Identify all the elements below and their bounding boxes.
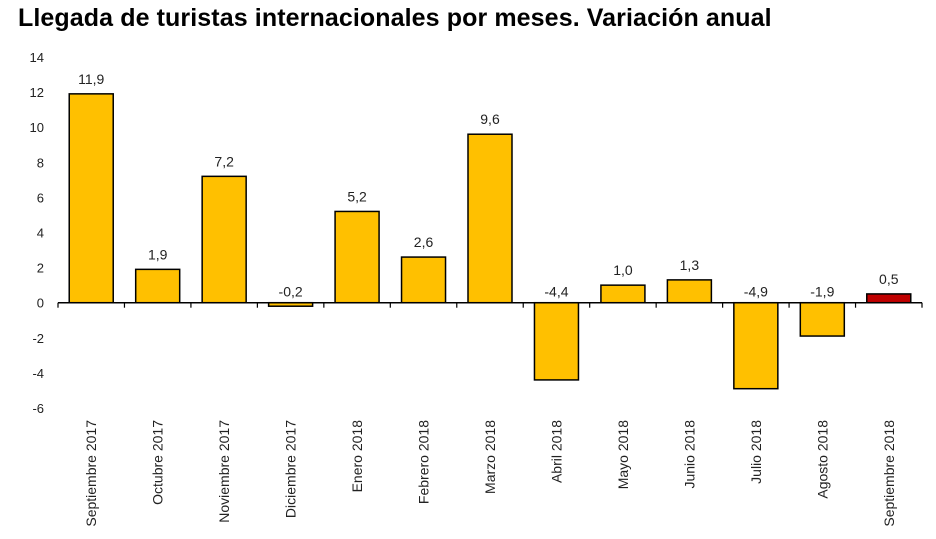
bar [201,175,247,304]
y-tick-label: 8 [37,155,44,170]
bar [400,256,447,304]
x-axis [57,301,923,308]
y-tick-label: 0 [37,296,44,311]
data-label: 7,2 [214,153,234,169]
bar [866,293,912,304]
category-label: Febrero 2018 [416,420,432,504]
bar [467,133,513,304]
data-label: -1,9 [810,284,834,300]
bar [334,210,380,304]
bar [666,279,713,304]
data-label: 5,2 [347,188,367,204]
y-tick-label: 10 [30,120,44,135]
category-label: Septiembre 2017 [83,420,99,527]
category-label: Julio 2018 [748,420,764,484]
bar [134,268,181,304]
category-labels: Septiembre 2017 Octubre 2017 Noviembre 201… [83,420,897,527]
y-tick-label: 2 [37,261,44,276]
category-label: Diciembre 2017 [283,420,299,518]
data-labels: 11,9 1,9 7,2 -0,2 5,2 2,6 9,6 -4,4 1,0 1,3 -4,9 -1,… [78,71,899,300]
data-label: 1,0 [613,262,633,278]
category-label: Septiembre 2018 [881,420,897,527]
bars [68,93,912,390]
y-tick-label: -4 [32,366,44,381]
data-label: -4,4 [544,284,568,300]
bar [799,301,846,337]
category-label: Agosto 2018 [814,420,830,499]
bar [533,301,580,381]
data-label: 0,5 [879,271,899,287]
data-label: 2,6 [414,234,434,250]
y-tick-label: 6 [37,190,44,205]
y-tick-label: 4 [37,226,44,241]
y-tick-label: -2 [32,331,44,346]
category-label: Abril 2018 [548,420,564,483]
bar [733,301,779,390]
data-label: -4,9 [744,284,768,300]
category-label: Octubre 2017 [150,420,166,505]
y-tick-label: 14 [30,50,44,65]
y-tick-label: 12 [30,85,44,100]
chart-title: Llegada de turistas internacionales por … [18,4,772,32]
category-label: Enero 2018 [349,420,365,493]
data-label: -0,2 [279,284,303,300]
category-label: Noviembre 2017 [216,420,232,523]
bar [600,284,646,304]
data-label: 9,6 [480,111,500,127]
data-label: 1,9 [148,246,168,262]
category-label: Junio 2018 [681,420,697,489]
data-label: 1,3 [680,257,700,273]
category-label: Marzo 2018 [482,420,498,494]
y-axis: 14 12 10 8 6 4 2 0 -2 -4 -6 [30,50,44,416]
data-label: 11,9 [78,71,104,87]
bar [68,93,114,304]
y-tick-label: -6 [32,401,44,416]
category-label: Mayo 2018 [615,420,631,489]
